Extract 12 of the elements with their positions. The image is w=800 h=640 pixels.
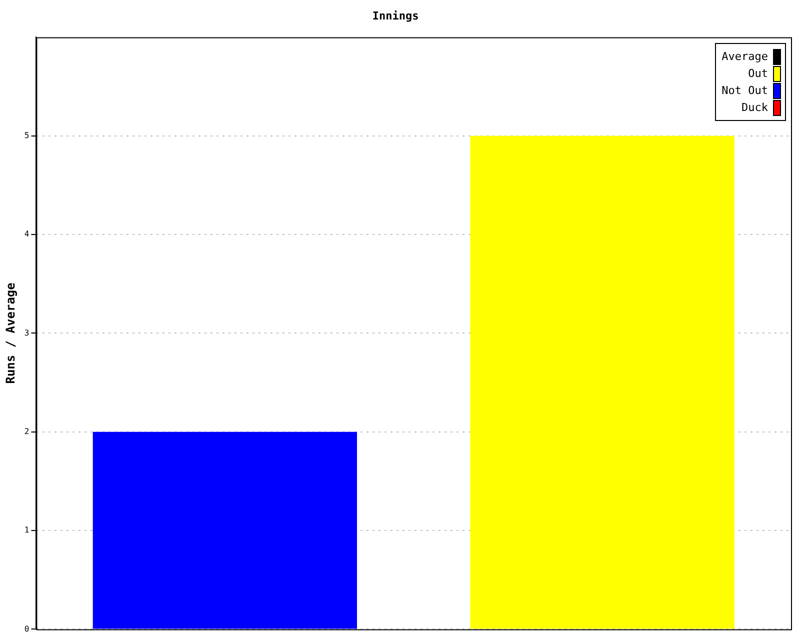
legend-label: Duck	[742, 101, 768, 114]
y-tick-label: 1	[24, 526, 30, 535]
y-axis-title: Runs / Average	[3, 282, 18, 384]
y-tick-label: 3	[24, 328, 30, 338]
y-tick-label: 4	[24, 230, 30, 239]
y-tick-label: 2	[24, 426, 30, 436]
legend-label: Out	[748, 67, 768, 80]
legend-label: Not Out	[722, 84, 768, 97]
y-tick-label: 5	[24, 130, 30, 140]
y-tick-label: 0	[24, 624, 30, 634]
chart-title: Innings	[372, 9, 419, 22]
legend-label: Average	[722, 50, 768, 63]
